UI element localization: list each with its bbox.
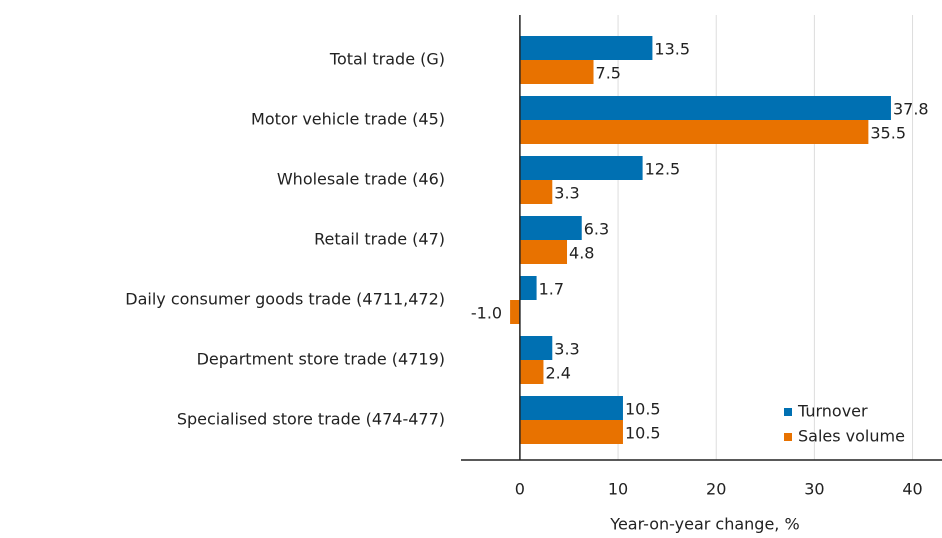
data-label: 10.5	[625, 400, 661, 419]
x-tick-label: 0	[515, 480, 525, 499]
bar	[510, 300, 520, 324]
bar	[519, 216, 582, 240]
legend-label: Turnover	[797, 402, 868, 421]
x-tick-label: 30	[804, 480, 824, 499]
y-tick-label: Daily consumer goods trade (4711,472)	[125, 290, 445, 309]
y-tick-label: Retail trade (47)	[314, 230, 445, 249]
bar	[519, 36, 653, 60]
legend-swatch	[784, 433, 792, 441]
data-label: 7.5	[596, 64, 621, 83]
bar	[519, 180, 553, 204]
data-label: 3.3	[554, 184, 579, 203]
data-label: 12.5	[645, 160, 681, 179]
data-label: 4.8	[569, 244, 594, 263]
x-tick-label: 20	[706, 480, 726, 499]
data-label: 13.5	[654, 40, 690, 59]
bar	[519, 240, 568, 264]
x-tick-label: 40	[902, 480, 922, 499]
data-label: 37.8	[893, 100, 929, 119]
bar	[519, 60, 594, 84]
bar	[519, 120, 869, 144]
y-tick-label: Total trade (G)	[329, 50, 445, 69]
data-label: 2.4	[545, 364, 570, 383]
y-tick-label: Specialised store trade (474-477)	[177, 410, 445, 429]
bar	[519, 420, 623, 444]
bar	[519, 336, 553, 360]
data-label: 10.5	[625, 424, 661, 443]
bar	[519, 396, 623, 420]
data-label: 6.3	[584, 220, 609, 239]
y-tick-label: Department store trade (4719)	[197, 350, 445, 369]
bar	[519, 156, 643, 180]
bar	[519, 360, 544, 384]
data-label: 3.3	[554, 340, 579, 359]
data-label: -1.0	[471, 304, 502, 323]
legend-swatch	[784, 408, 792, 416]
bar	[519, 276, 537, 300]
bar	[519, 96, 891, 120]
x-tick-label: 10	[608, 480, 628, 499]
data-label: 1.7	[539, 280, 564, 299]
x-axis-title: Year-on-year change, %	[609, 515, 799, 534]
legend-label: Sales volume	[798, 427, 905, 446]
y-tick-label: Wholesale trade (46)	[277, 170, 445, 189]
y-tick-label: Motor vehicle trade (45)	[251, 110, 445, 129]
data-label: 35.5	[870, 124, 906, 143]
